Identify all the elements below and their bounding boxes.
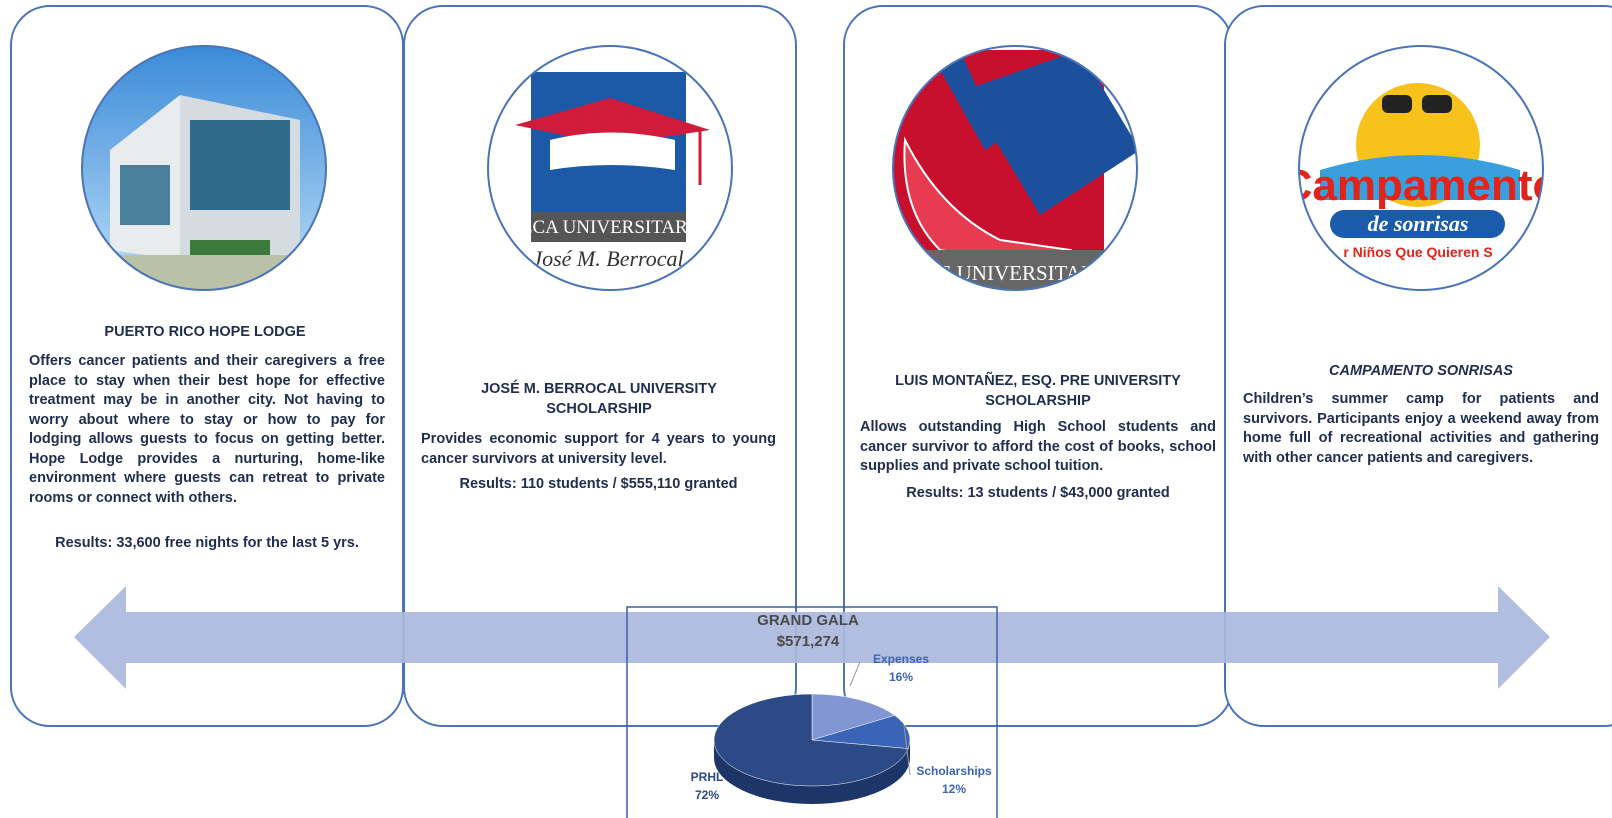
- logo-pre: PRE UNIVERSITARIA: [893, 46, 1137, 290]
- card-results: Results: 13 students / $43,000 granted: [906, 485, 1170, 501]
- slice-value-label: 12%: [942, 782, 966, 796]
- card-body: Offers cancer patients and their caregiv…: [29, 353, 385, 506]
- pie-slice: [713, 693, 909, 787]
- logo-text: PRE UNIVERSITARIA: [913, 261, 1118, 285]
- card-title: PUERTO RICO HOPE LODGE: [104, 324, 306, 340]
- pie-slice: [811, 693, 896, 741]
- logo-frame: [487, 45, 733, 291]
- leader-line: [903, 724, 911, 776]
- pie-chart: [713, 693, 911, 804]
- chart-subtitle: $571,274: [777, 633, 840, 650]
- logo-text: BECA UNIVERSITARIA: [508, 217, 708, 238]
- logo-text: Campamento: [1281, 161, 1560, 210]
- leader-line: [849, 661, 861, 687]
- card-body: Children’s summer camp for patients and …: [1243, 391, 1599, 466]
- card-results: Results: 110 students / $555,110 granted: [459, 476, 738, 492]
- logo-frame: [892, 45, 1138, 291]
- card-results: Results: 33,600 free nights for the last…: [55, 535, 359, 551]
- slice-label: PRHL: [691, 770, 724, 784]
- logo-frame: [1298, 45, 1544, 291]
- timeline-arrow: [74, 586, 1550, 689]
- logo-text: de sonrisas: [1368, 211, 1469, 236]
- chart-frame: [626, 606, 998, 818]
- card-body: Allows outstanding High School students …: [860, 419, 1216, 474]
- logo-campamento: Campamento de sonrisas r Niños Que Quier…: [1281, 46, 1560, 290]
- card-title: CAMPAMENTO SONRISAS: [1329, 363, 1513, 379]
- logo-frame: [81, 45, 327, 291]
- logo-text: r Niños Que Quieren S: [1343, 244, 1492, 260]
- slice-value-label: 16%: [889, 670, 913, 684]
- pie-slice: [811, 715, 911, 749]
- slice-value-label: 72%: [695, 788, 719, 802]
- card-title: JOSÉ M. BERROCAL UNIVERSITY SCHOLARSHIP: [481, 381, 717, 417]
- slice-label: Scholarships: [916, 764, 992, 778]
- logo-beca: BECA UNIVERSITARIA José M. Berrocal: [488, 46, 732, 290]
- slice-label: Expenses: [873, 652, 929, 666]
- card-body: Provides economic support for 4 years to…: [421, 431, 776, 467]
- card-title: LUIS MONTAÑEZ, ESQ. PRE UNIVERSITY SCHOL…: [895, 373, 1181, 409]
- chart-title: GRAND GALA: [757, 612, 859, 629]
- logo-text: José M. Berrocal: [532, 246, 683, 271]
